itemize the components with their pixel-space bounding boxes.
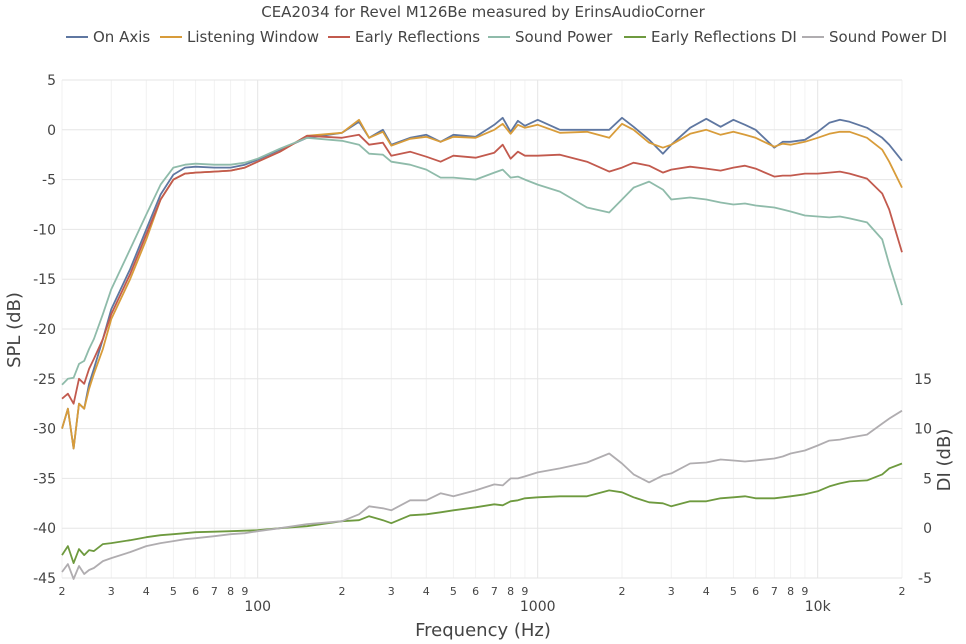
y-tick-label: 5 bbox=[47, 73, 56, 89]
x-minor-tick-label: 4 bbox=[703, 585, 710, 598]
y-tick-label: -35 bbox=[33, 471, 56, 487]
legend-label: On Axis bbox=[93, 28, 150, 46]
legend-label: Early Reflections DI bbox=[651, 28, 797, 46]
x-minor-tick-label: 3 bbox=[388, 585, 395, 598]
legend-label: Early Reflections bbox=[355, 28, 480, 46]
y2-tick-label: 5 bbox=[923, 471, 932, 487]
y2-tick-label: 0 bbox=[923, 521, 932, 537]
x-minor-tick-label: 8 bbox=[507, 585, 514, 598]
x-minor-tick-label: 4 bbox=[143, 585, 150, 598]
y2-axis-ticks: -5 0 5 10 15 bbox=[914, 372, 932, 587]
x-minor-tick-label: 5 bbox=[170, 585, 177, 598]
y-tick-label: -10 bbox=[33, 222, 56, 238]
series-line-early-reflections-di bbox=[61, 462, 903, 564]
legend-label: Sound Power bbox=[515, 28, 613, 46]
y-tick-label: -20 bbox=[33, 322, 56, 338]
x-minor-tick-label: 5 bbox=[730, 585, 737, 598]
series-line-early-reflections bbox=[61, 133, 903, 405]
x-minor-tick-label: 2 bbox=[59, 585, 66, 598]
y-tick-label: -30 bbox=[33, 422, 56, 438]
y2-tick-label: 15 bbox=[914, 372, 932, 388]
y-tick-label: -45 bbox=[33, 571, 56, 587]
legend: On Axis Listening Window Early Reflections… bbox=[66, 28, 947, 46]
x-minor-tick-label: 8 bbox=[227, 585, 234, 598]
series-line-listening-window bbox=[61, 118, 903, 450]
series-line-sound-power bbox=[61, 136, 903, 386]
legend-item[interactable]: Sound Power bbox=[488, 28, 613, 46]
x-axis-title: Frequency (Hz) bbox=[415, 620, 551, 641]
y-axis-ticks: 5 0 -5 -10 -15 -20 -25 -30 -35 -40 -45 bbox=[33, 73, 56, 587]
x-minor-tick-label: 4 bbox=[423, 585, 430, 598]
x-minor-tick-label: 9 bbox=[521, 585, 528, 598]
series-layer bbox=[61, 116, 903, 580]
y-tick-label: 0 bbox=[47, 123, 56, 139]
x-minor-tick-label: 2 bbox=[339, 585, 346, 598]
y-tick-label: -40 bbox=[33, 521, 56, 537]
x-minor-tick-label: 7 bbox=[771, 585, 778, 598]
grid-major-lines bbox=[62, 79, 902, 579]
x-major-tick-label: 100 bbox=[244, 599, 271, 615]
legend-label: Sound Power DI bbox=[829, 28, 947, 46]
x-minor-tick-label: 9 bbox=[241, 585, 248, 598]
x-minor-tick-label: 8 bbox=[787, 585, 794, 598]
x-minor-tick-label: 7 bbox=[211, 585, 218, 598]
y2-tick-label: -5 bbox=[918, 571, 932, 587]
chart-title: CEA2034 for Revel M126Be measured by Eri… bbox=[261, 3, 705, 21]
legend-label: Listening Window bbox=[187, 28, 319, 46]
x-minor-tick-label: 7 bbox=[491, 585, 498, 598]
x-minor-tick-label: 6 bbox=[192, 585, 199, 598]
y2-axis-title: DI (dB) bbox=[934, 429, 955, 492]
x-major-tick-label: 10k bbox=[805, 599, 832, 615]
legend-item[interactable]: Early Reflections bbox=[328, 28, 480, 46]
legend-item[interactable]: Listening Window bbox=[160, 28, 319, 46]
x-minor-tick-label: 2 bbox=[899, 585, 906, 598]
legend-item[interactable]: Early Reflections DI bbox=[624, 28, 797, 46]
legend-item[interactable]: Sound Power DI bbox=[802, 28, 947, 46]
series-line-sound-power-di bbox=[61, 409, 903, 580]
y-tick-label: -5 bbox=[42, 173, 56, 189]
x-minor-tick-label: 2 bbox=[619, 585, 626, 598]
y2-tick-label: 10 bbox=[914, 422, 932, 438]
y-tick-label: -15 bbox=[33, 272, 56, 288]
x-minor-tick-label: 3 bbox=[668, 585, 675, 598]
y-tick-label: -25 bbox=[33, 372, 56, 388]
y-axis-title: SPL (dB) bbox=[4, 292, 25, 368]
x-major-tick-label: 1000 bbox=[520, 599, 556, 615]
legend-item[interactable]: On Axis bbox=[66, 28, 150, 46]
x-minor-tick-label: 6 bbox=[472, 585, 479, 598]
series-line-on-axis bbox=[61, 116, 903, 450]
x-minor-tick-label: 9 bbox=[801, 585, 808, 598]
x-minor-tick-label: 6 bbox=[752, 585, 759, 598]
x-minor-tick-label: 5 bbox=[450, 585, 457, 598]
x-minor-tick-label: 3 bbox=[108, 585, 115, 598]
